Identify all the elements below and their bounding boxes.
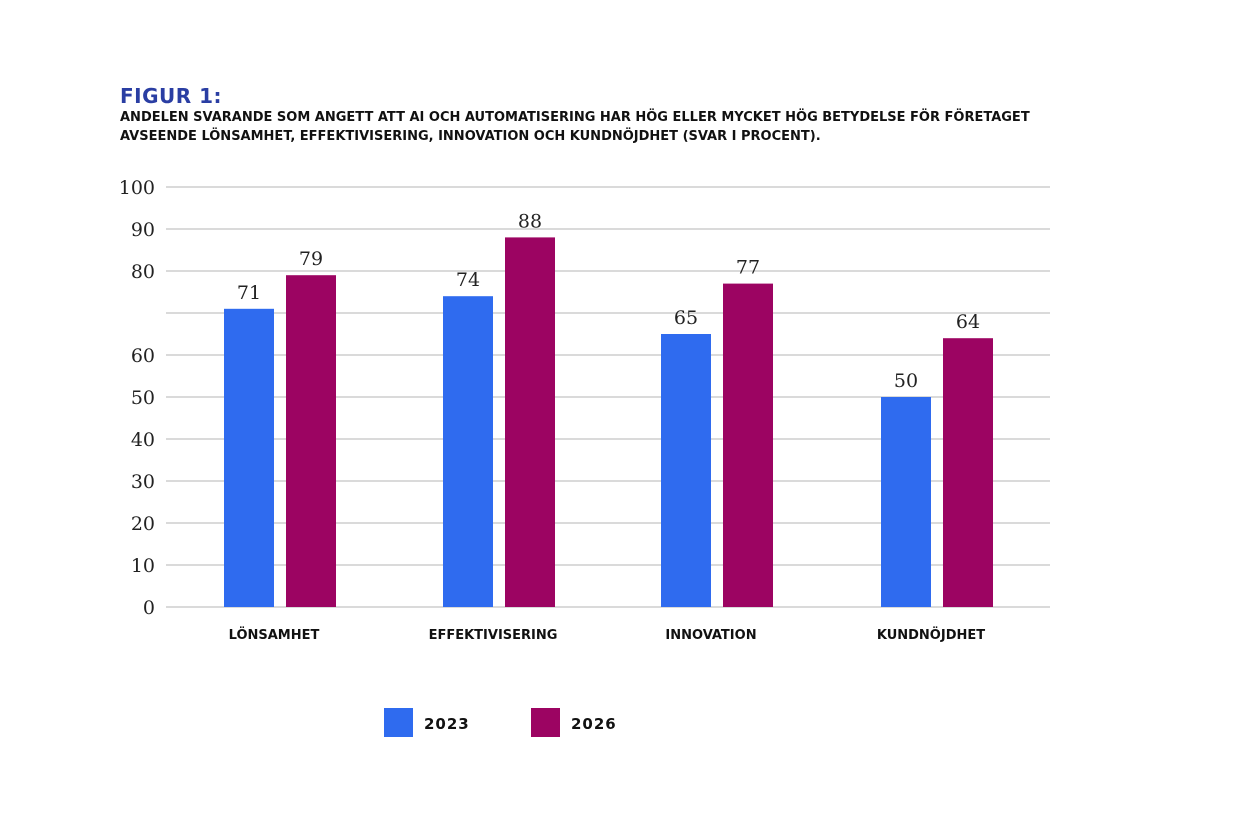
y-tick-label-30: 30 [131,471,155,493]
value-label-2023-1: 74 [456,269,480,291]
bars [224,237,993,607]
legend-label-2026: 2026 [571,715,617,733]
legend-swatch-2023 [384,708,413,737]
category-label-2: INNOVATION [665,628,756,643]
legend-label-2023: 2023 [424,715,470,733]
y-tick-label-90: 90 [131,219,155,241]
y-tick-label-10: 10 [131,555,155,577]
value-label-2023-3: 50 [894,370,918,392]
value-label-2026-0: 79 [299,248,323,270]
y-tick-label-0: 0 [143,597,155,619]
category-label-1: EFFEKTIVISERING [429,628,558,643]
value-label-2026-2: 77 [736,257,760,279]
bar-2023-0 [224,308,274,607]
bar-value-labels: 71 79 74 88 65 77 50 64 [237,210,980,392]
subtitle-line-2: AVSEENDE LÖNSAMHET, EFFEKTIVISERING, INN… [120,129,821,144]
value-label-2023-2: 65 [674,307,698,329]
legend-swatch-2026 [531,708,560,737]
y-tick-label-100: 100 [119,177,155,199]
value-label-2026-1: 88 [518,210,542,232]
bar-2023-1 [443,296,493,607]
category-label-0: LÖNSAMHET [229,627,320,643]
bar-2023-2 [661,334,711,607]
figure-label: FIGUR 1: [120,84,223,108]
y-tick-label-80: 80 [131,261,155,283]
value-label-2023-0: 71 [237,282,261,304]
subtitle-line-1: ANDELEN SVARANDE SOM ANGETT ATT AI OCH A… [120,110,1030,125]
y-tick-label-50: 50 [131,387,155,409]
bar-2026-0 [286,275,336,607]
bar-2026-2 [723,283,773,607]
legend: 2023 2026 [384,708,617,737]
y-tick-label-60: 60 [131,345,155,367]
bar-2023-3 [881,397,931,607]
category-label-3: KUNDNÖJDHET [877,627,985,643]
y-tick-label-40: 40 [131,429,155,451]
bar-2026-1 [505,237,555,607]
value-label-2026-3: 64 [956,311,980,333]
y-axis-tick-labels: 0 10 20 30 40 50 60 80 90 100 [119,177,155,619]
y-tick-label-20: 20 [131,513,155,535]
figure-subtitle: ANDELEN SVARANDE SOM ANGETT ATT AI OCH A… [120,108,1110,146]
category-labels: LÖNSAMHET EFFEKTIVISERING INNOVATION KUNDNÖ… [229,627,986,643]
bar-2026-3 [943,338,993,607]
